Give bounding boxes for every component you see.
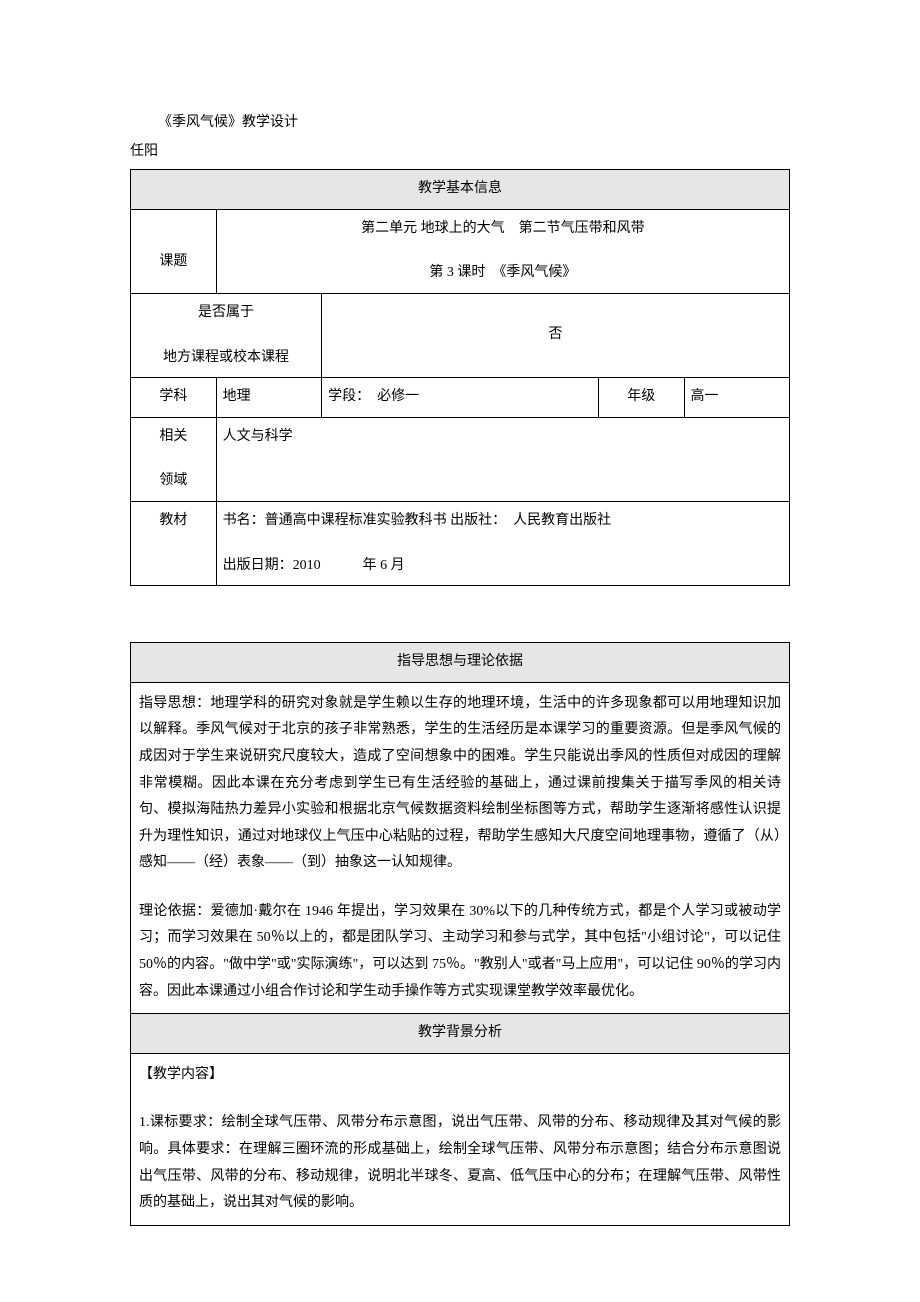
field-label: 相关 领域 <box>131 417 217 501</box>
topic-value: 第二单元 地球上的大气 第二节气压带和风带 第 3 课时 《季风气候》 <box>216 209 789 293</box>
document-title: 《季风气候》教学设计 <box>130 110 790 137</box>
topic-label: 课题 <box>131 209 217 293</box>
stage-value: 必修一 <box>377 389 419 404</box>
local-label-line1: 是否属于 <box>198 305 254 320</box>
stage-label: 学段： <box>328 389 370 404</box>
author-name: 任阳 <box>130 139 790 166</box>
content-label: 【教学内容】 <box>139 1062 781 1089</box>
page-container: 《季风气候》教学设计 任阳 教学基本信息 课题 第二单元 地球上的大气 第二节气… <box>0 0 920 1286</box>
section2-body: 【教学内容】 1.课标要求：绘制全球气压带、风带分布示意图，说出气压带、风带的分… <box>131 1053 790 1225</box>
table-header: 教学基本信息 <box>131 170 790 210</box>
guidance-table: 指导思想与理论依据 指导思想：地理学科的研究对象就是学生赖以生存的地理环境，生活… <box>130 642 790 1226</box>
subject-label: 学科 <box>131 378 217 418</box>
topic-line2: 第 3 课时 《季风气候》 <box>429 265 576 280</box>
background-para: 1.课标要求：绘制全球气压带、风带分布示意图，说出气压带、风带的分布、移动规律及… <box>139 1110 781 1216</box>
textbook-label: 教材 <box>131 501 217 585</box>
stage-cell: 学段： 必修一 <box>322 378 599 418</box>
textbook-line2: 出版日期：2010 年 6 月 <box>223 558 405 573</box>
grade-value: 高一 <box>684 378 789 418</box>
field-label-line1: 相关 <box>159 429 187 444</box>
guidance-para2: 理论依据：爱德加·戴尔在 1946 年提出，学习效果在 30%以下的几种传统方式… <box>139 899 781 1005</box>
section-gap <box>130 586 790 642</box>
section2-header: 教学背景分析 <box>131 1014 790 1054</box>
field-value: 人文与科学 <box>216 417 789 501</box>
textbook-value: 书名：普通高中课程标准实验教科书 出版社： 人民教育出版社 出版日期：2010 … <box>216 501 789 585</box>
local-course-label: 是否属于 地方课程或校本课程 <box>131 293 322 377</box>
topic-label-text: 课题 <box>159 254 187 269</box>
guidance-para1: 指导思想：地理学科的研究对象就是学生赖以生存的地理环境，生活中的许多现象都可以用… <box>139 691 781 877</box>
local-label-line2: 地方课程或校本课程 <box>163 350 289 365</box>
section1-header: 指导思想与理论依据 <box>131 643 790 683</box>
local-course-value: 否 <box>322 293 790 377</box>
field-label-line2: 领域 <box>159 473 187 488</box>
basic-info-table: 教学基本信息 课题 第二单元 地球上的大气 第二节气压带和风带 第 3 课时 《… <box>130 169 790 586</box>
textbook-line1: 书名：普通高中课程标准实验教科书 出版社： 人民教育出版社 <box>223 513 612 528</box>
topic-line1: 第二单元 地球上的大气 第二节气压带和风带 <box>361 221 645 236</box>
section1-body: 指导思想：地理学科的研究对象就是学生赖以生存的地理环境，生活中的许多现象都可以用… <box>131 682 790 1014</box>
subject-value: 地理 <box>216 378 321 418</box>
grade-label: 年级 <box>598 378 684 418</box>
